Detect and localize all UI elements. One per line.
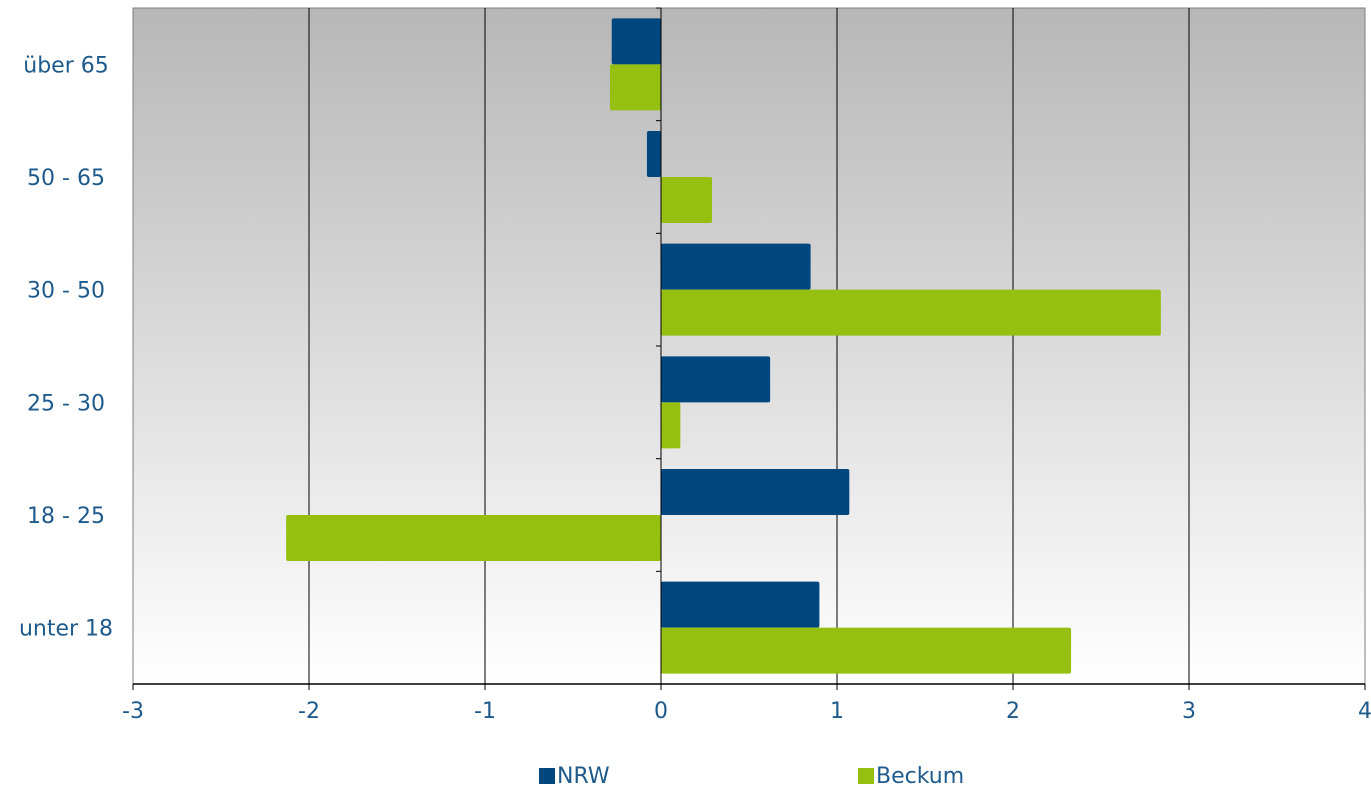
x-tick-label: 3 <box>1182 699 1196 724</box>
x-tick-label: -2 <box>298 699 320 724</box>
bar-nrw-5 <box>611 18 661 65</box>
category-label: 50 - 65 <box>27 166 105 191</box>
category-labels: unter 18 18 - 25 25 - 30 30 - 50 50 - 65 über… <box>19 53 113 641</box>
x-tick-label: 1 <box>830 699 844 724</box>
bar-beckum-4 <box>661 177 713 223</box>
bar-nrw-2 <box>661 356 771 403</box>
category-label: 25 - 30 <box>27 391 105 416</box>
x-tick-labels: -3 -2 -1 0 1 2 3 4 <box>122 699 1371 724</box>
bar-nrw-0 <box>661 581 820 628</box>
legend-label-beckum: Beckum <box>876 764 964 789</box>
bar-beckum-0 <box>661 627 1072 674</box>
plot-area <box>132 7 1366 685</box>
bar-beckum-1 <box>286 515 661 561</box>
bar-nrw-3 <box>661 243 811 290</box>
bar-nrw-1 <box>661 469 850 515</box>
bars <box>286 18 1161 674</box>
legend-label-nrw: NRW <box>557 764 610 789</box>
bar-nrw-4 <box>646 131 661 177</box>
legend-swatch-nrw <box>539 768 555 784</box>
x-tick-label: -3 <box>122 699 144 724</box>
x-tick-label: 2 <box>1006 699 1020 724</box>
bar-beckum-5 <box>609 64 661 111</box>
category-label: 18 - 25 <box>27 504 105 529</box>
category-label: über 65 <box>23 53 108 78</box>
axes <box>132 7 1366 690</box>
x-tick-label: -1 <box>474 699 496 724</box>
bar-beckum-2 <box>661 402 681 449</box>
x-tick-label: 4 <box>1358 699 1371 724</box>
x-tick-label: 0 <box>654 699 668 724</box>
legend-swatch-beckum <box>858 768 874 784</box>
bar-beckum-3 <box>661 289 1161 336</box>
category-label: unter 18 <box>19 617 113 642</box>
category-label: 30 - 50 <box>27 279 105 304</box>
legend: NRW Beckum <box>539 764 964 789</box>
